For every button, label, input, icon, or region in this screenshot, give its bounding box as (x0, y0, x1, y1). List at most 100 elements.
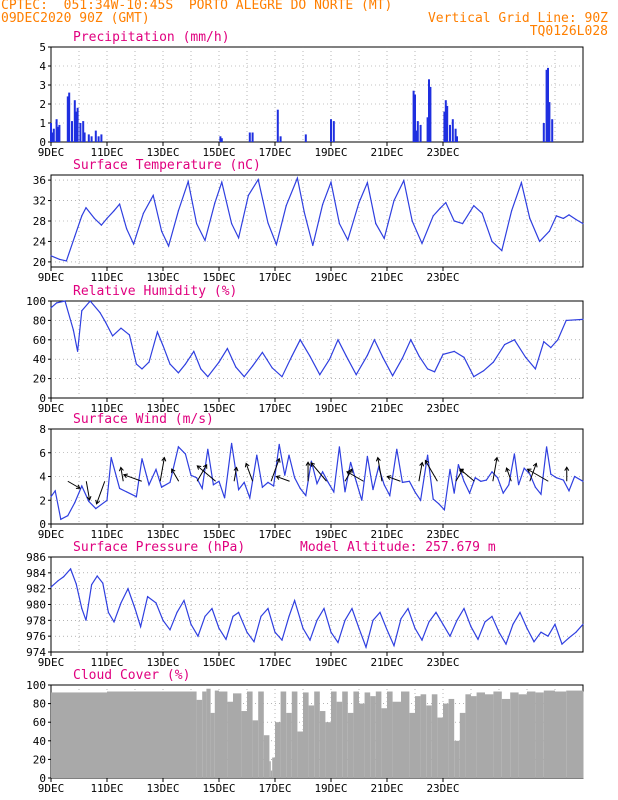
panel2-series-line (50, 176, 584, 262)
panel2-data-point (113, 210, 115, 212)
panel3-data-point (473, 376, 475, 378)
panel4-data-point (126, 491, 128, 493)
panel2-data-point (347, 239, 349, 241)
precip-bar (82, 121, 85, 142)
precip-bar (90, 136, 93, 142)
cloud-bar (286, 712, 292, 778)
panel2-data-point (65, 260, 67, 262)
panel6-xtick-label: 9DEC (38, 782, 65, 795)
panel1-frame (50, 46, 584, 143)
panel2-data-point (439, 207, 441, 209)
wind-arrow-head (275, 457, 281, 463)
cloud-bar (291, 691, 298, 778)
panel2-data-point (119, 203, 121, 205)
panel5-data-point (260, 615, 262, 618)
wind-arrow (96, 481, 106, 504)
panel3-data-point (309, 355, 311, 357)
cloud-bar (269, 761, 271, 778)
cloud-bar (415, 696, 421, 778)
panel5-data-point (211, 607, 213, 610)
wind-arrow-head (459, 468, 464, 473)
wind-arrow (276, 475, 290, 482)
cloud-bar (431, 694, 438, 778)
panel5-annotation: Model Altitude: 257.679 m (300, 540, 496, 555)
panel5-data-point (519, 611, 521, 614)
panel2-data-point (168, 245, 170, 247)
panel2-data-point (312, 244, 314, 247)
panel4-data-point (249, 497, 251, 499)
panel4-data-point (67, 515, 69, 517)
cloud-bar (387, 691, 393, 778)
panel3-ytick-label: 80 (33, 314, 46, 327)
cloud-bar (381, 708, 387, 778)
precip-bar (68, 92, 71, 142)
panel5-data-point (365, 646, 367, 648)
panel4-data-point (184, 453, 186, 455)
panel3-data-point (148, 361, 150, 363)
panel2-data-point (539, 240, 541, 242)
panel3-ytick-label: 100 (26, 295, 46, 308)
cloud-bar (210, 712, 215, 778)
precip-bar (50, 123, 52, 142)
wind-arrow-head (305, 461, 311, 466)
precip-bar (428, 79, 430, 142)
cloud-bar (364, 692, 371, 778)
panel1-xtick-label: 9DEC (38, 146, 65, 159)
panel4-data-point (288, 454, 290, 456)
panel4-data-point (497, 477, 499, 479)
precip-bar (415, 130, 418, 142)
panel1-ytick-label: 2 (39, 98, 46, 111)
panel4-data-point (420, 499, 422, 501)
wind-arrow (159, 457, 165, 482)
cloud-bar (527, 691, 536, 778)
cloud-bar (370, 696, 376, 778)
panel6-xtick-label: 13DEC (146, 782, 179, 795)
panel3-data-point (56, 302, 58, 304)
panel2-xtick-label: 11DEC (90, 271, 123, 284)
panel3-series-line (50, 300, 584, 378)
panel4-data-point (261, 486, 263, 488)
panel5-data-point (323, 607, 325, 610)
panel4-data-point (294, 477, 296, 479)
panel3-data-point (72, 329, 74, 331)
panel2-xtick-label: 17DEC (258, 271, 291, 284)
precip-bar (548, 102, 551, 142)
panel5-data-point (456, 619, 458, 621)
header-date: 09DEC2020 90Z (GMT) (1, 11, 150, 26)
wind-arrow (196, 464, 208, 482)
precip-bar (52, 128, 55, 142)
cloud-bar (510, 692, 519, 778)
cloud-bar (347, 712, 354, 778)
panel3-xtick-label: 17DEC (258, 402, 291, 415)
panel6-ytick-label: 60 (33, 716, 46, 729)
panel4-data-point (513, 453, 516, 455)
panel5-series-line (50, 567, 584, 650)
panel2-data-point (285, 205, 287, 207)
cloud-bar (409, 712, 415, 778)
precip-bar (71, 121, 73, 142)
precip-bar (55, 119, 58, 142)
panel4-data-point (449, 468, 451, 470)
panel4-data-point (474, 477, 476, 479)
panel5-data-point (267, 607, 269, 610)
panel5-data-point (449, 635, 451, 637)
wind-arrow-head (424, 459, 430, 465)
panel3-data-point (483, 370, 485, 372)
panel5-data-point (96, 575, 98, 577)
panel5-data-point (91, 584, 93, 586)
wind-arrow (171, 468, 180, 482)
panel5-data-point (127, 588, 129, 590)
panel5-data-point (407, 607, 409, 610)
wind-arrow-head (86, 496, 92, 501)
panel2-data-point (520, 182, 523, 184)
panel2-data-point (196, 223, 198, 225)
panel3-ytick-label: 0 (39, 392, 46, 405)
panel2-data-point (393, 200, 395, 202)
panel3-data-point (169, 363, 171, 365)
panel2-data-point (81, 215, 83, 217)
panel2-ytick-label: 20 (33, 256, 46, 269)
panel2-data-point (58, 258, 61, 260)
panel2-data-point (204, 239, 206, 241)
panel3-data-point (252, 365, 254, 367)
panel6-ytick-label: 100 (26, 679, 46, 692)
